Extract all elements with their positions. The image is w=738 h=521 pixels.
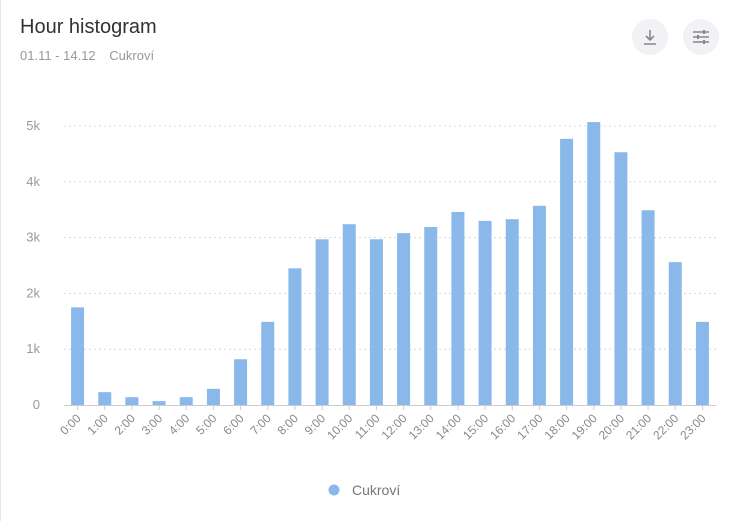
bar	[179, 397, 193, 405]
date-range: 01.11 - 14.12	[20, 48, 96, 63]
x-tick-label: 13:00	[406, 411, 437, 442]
bar	[641, 210, 655, 405]
legend-label: Cukroví	[352, 482, 400, 498]
sliders-icon	[693, 30, 709, 44]
y-tick-label: 5k	[26, 118, 40, 133]
x-tick-label: 8:00	[275, 411, 302, 438]
bar	[560, 138, 574, 406]
x-tick-label: 14:00	[433, 411, 464, 442]
bar	[369, 239, 383, 405]
bar	[315, 239, 329, 405]
x-tick-label: 21:00	[623, 411, 654, 442]
x-tick-label: 18:00	[542, 411, 573, 442]
chart-subtitle: 01.11 - 14.12 Cukroví	[20, 48, 164, 63]
y-tick-label: 0	[33, 397, 40, 412]
card-border	[0, 0, 1, 521]
bar	[668, 262, 682, 405]
x-tick-label: 19:00	[569, 411, 600, 442]
download-icon	[644, 30, 656, 45]
x-tick-label: 5:00	[193, 411, 220, 438]
bar	[342, 224, 356, 405]
bar	[288, 268, 302, 405]
x-tick-label: 6:00	[220, 411, 247, 438]
x-tick-label: 4:00	[166, 411, 193, 438]
x-tick-label: 11:00	[352, 411, 383, 442]
bar	[397, 233, 411, 405]
filter-label: Cukroví	[109, 48, 155, 63]
download-button[interactable]	[632, 19, 668, 55]
bar	[152, 401, 166, 405]
x-tick-label: 20:00	[596, 411, 627, 442]
x-tick-label: 10:00	[324, 411, 355, 442]
bar	[98, 392, 112, 405]
y-tick-label: 4k	[26, 174, 40, 189]
x-tick-label: 1:00	[84, 411, 111, 438]
bar	[532, 205, 546, 405]
x-tick-label: 23:00	[677, 411, 708, 442]
x-tick-label: 22:00	[650, 411, 681, 442]
bar	[695, 321, 709, 405]
x-tick-label: 0:00	[57, 411, 84, 438]
x-tick-label: 2:00	[112, 411, 139, 438]
bar	[71, 307, 85, 405]
bar	[206, 388, 220, 405]
x-tick-label: 15:00	[460, 411, 491, 442]
x-tick-label: 3:00	[139, 411, 166, 438]
legend-marker	[328, 484, 340, 496]
x-tick-label: 7:00	[247, 411, 274, 438]
bar	[234, 359, 248, 405]
chart-title: Hour histogram	[20, 16, 157, 38]
x-tick-label: 12:00	[379, 411, 410, 442]
bar	[587, 122, 601, 406]
x-tick-label: 16:00	[487, 411, 518, 442]
y-tick-label: 1k	[26, 341, 40, 356]
bar	[424, 226, 438, 405]
y-tick-label: 2k	[26, 285, 40, 300]
settings-button[interactable]	[683, 19, 719, 55]
bar	[505, 219, 519, 405]
bar	[451, 211, 465, 405]
x-tick-label: 17:00	[514, 411, 545, 442]
bar	[478, 220, 492, 405]
bar	[125, 397, 139, 405]
bar	[261, 321, 275, 405]
bar	[614, 152, 628, 405]
y-tick-label: 3k	[26, 230, 40, 245]
